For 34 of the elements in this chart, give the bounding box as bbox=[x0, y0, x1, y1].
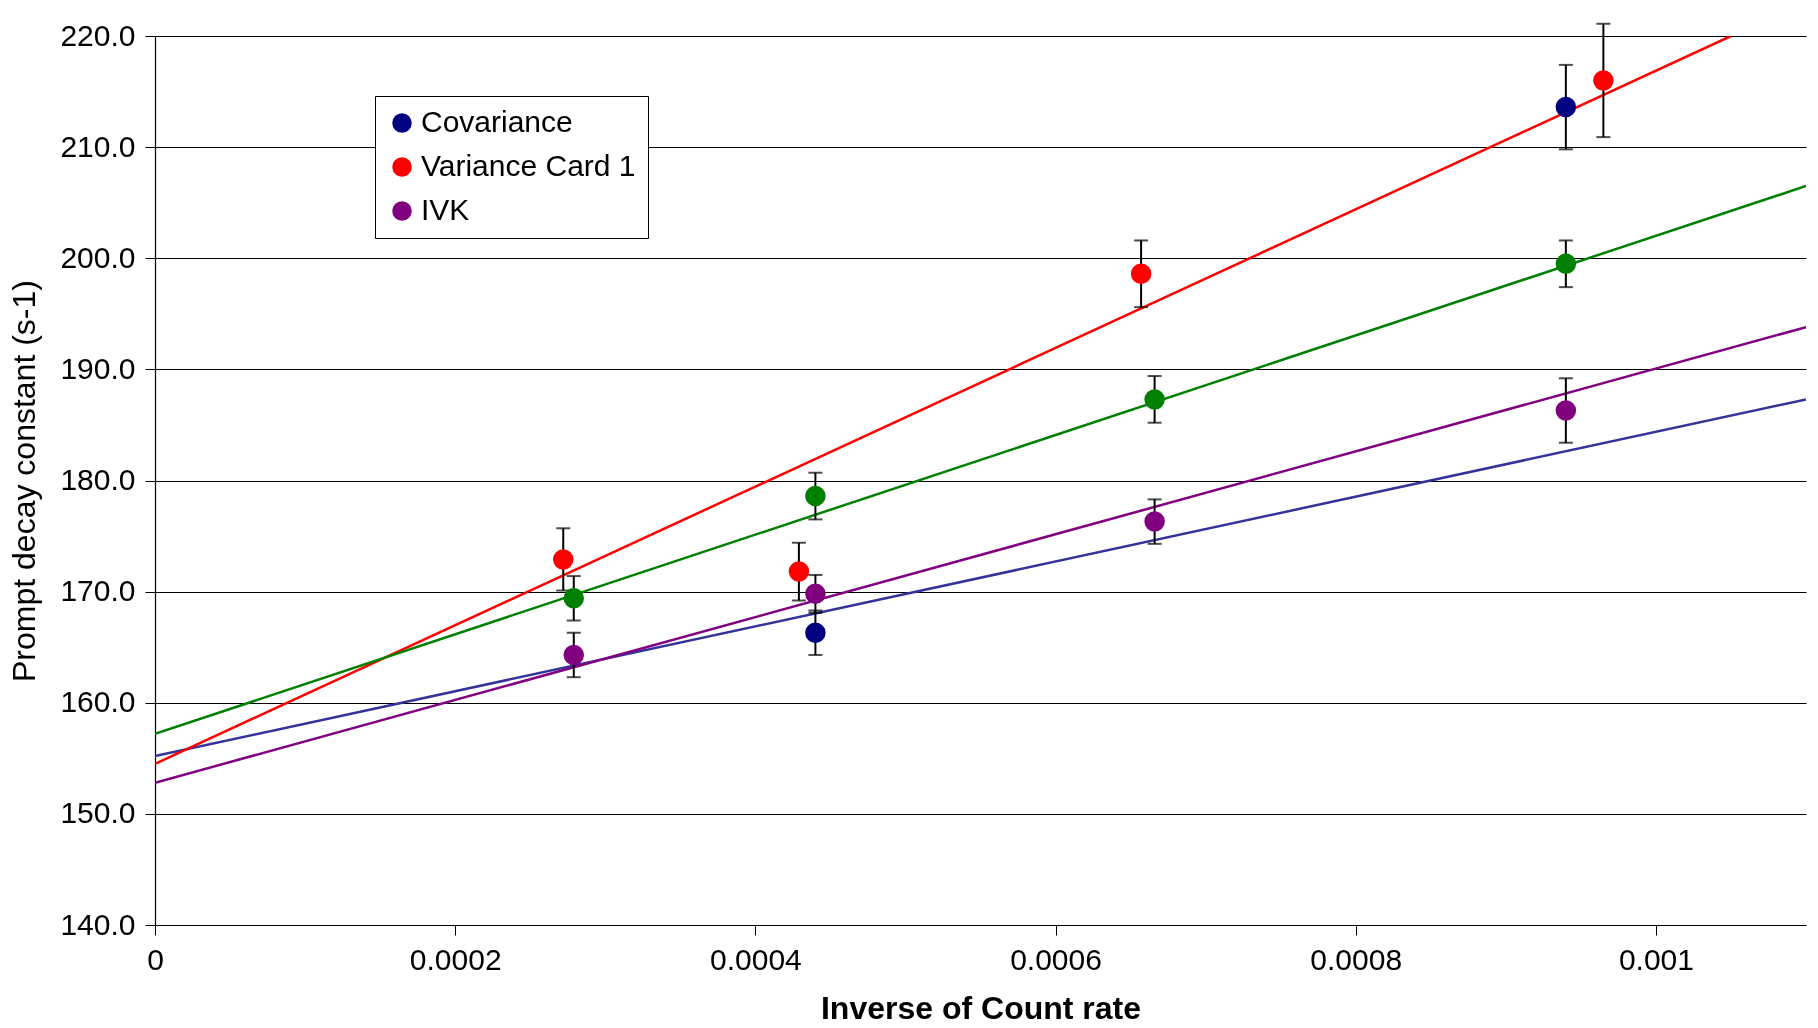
point bbox=[805, 622, 826, 643]
x-tick-label: 0.0008 bbox=[1310, 942, 1403, 976]
legend-label: IVK bbox=[421, 193, 470, 226]
x-tick-label: 0.0006 bbox=[1010, 942, 1102, 976]
x-tick-label: 0.0002 bbox=[409, 942, 502, 976]
x-tick-label: 0.0004 bbox=[709, 942, 802, 976]
y-tick-label: 180.0 bbox=[60, 463, 136, 496]
point bbox=[1555, 400, 1577, 421]
point bbox=[805, 583, 826, 605]
point bbox=[1593, 70, 1614, 91]
y-tick-label: 140.0 bbox=[60, 907, 136, 941]
point bbox=[1130, 263, 1152, 285]
x-tick-label: 0.001 bbox=[1618, 942, 1694, 976]
point bbox=[1144, 511, 1165, 532]
legend-label: Covariance bbox=[421, 105, 573, 138]
y-tick-label: 160.0 bbox=[60, 685, 136, 719]
x-tick-label: 0 bbox=[147, 942, 164, 976]
y-tick-label: 200.0 bbox=[60, 240, 136, 274]
x-axis-title: Inverse of Count rate bbox=[820, 989, 1142, 1026]
y-tick-label: 220.0 bbox=[60, 18, 136, 52]
y-tick-label: 210.0 bbox=[60, 129, 136, 163]
point bbox=[1555, 96, 1577, 118]
point bbox=[1555, 253, 1577, 275]
point bbox=[1144, 389, 1165, 410]
y-tick-label: 170.0 bbox=[60, 574, 136, 608]
y-tick-label: 150.0 bbox=[60, 796, 136, 830]
y-tick-label: 190.0 bbox=[60, 351, 136, 385]
point bbox=[788, 561, 810, 582]
point bbox=[805, 485, 826, 507]
point bbox=[563, 588, 584, 609]
point bbox=[563, 644, 584, 666]
y-axis-title: Prompt decay constant (s-1) bbox=[6, 280, 43, 682]
point bbox=[553, 549, 574, 570]
legend-label: Variance Card 1 bbox=[421, 149, 636, 182]
